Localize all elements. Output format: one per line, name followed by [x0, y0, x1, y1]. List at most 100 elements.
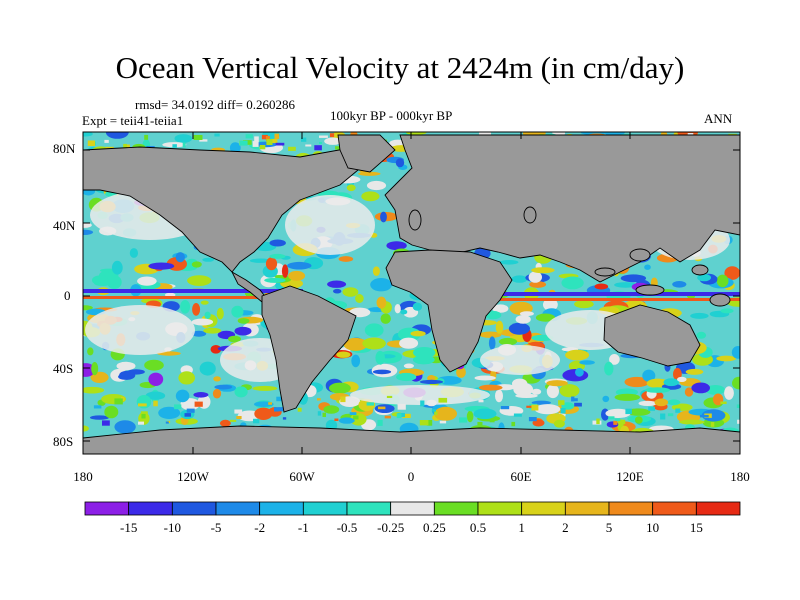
colorbar-swatch — [390, 501, 435, 516]
velocity-patch — [602, 395, 610, 403]
velocity-patch — [204, 311, 211, 319]
velocity-patch — [319, 141, 323, 144]
velocity-patch — [138, 421, 144, 425]
velocity-patch — [164, 292, 176, 298]
colorbar-label: -15 — [120, 520, 137, 535]
velocity-patch — [114, 398, 123, 405]
velocity-patch — [634, 416, 643, 424]
velocity-patch — [297, 407, 302, 412]
velocity-patch — [364, 323, 384, 338]
velocity-patch — [336, 351, 351, 358]
velocity-patch — [83, 425, 89, 432]
velocity-patch — [275, 142, 285, 146]
velocity-patch — [193, 392, 209, 398]
velocity-patch — [184, 413, 191, 417]
velocity-patch — [327, 280, 347, 288]
velocity-patch — [613, 420, 618, 425]
velocity-patch — [231, 305, 244, 318]
velocity-patch — [478, 384, 503, 391]
velocity-patch — [684, 387, 694, 397]
velocity-patch — [216, 307, 224, 320]
colorbar-label: -5 — [211, 520, 222, 535]
velocity-patch — [104, 139, 109, 143]
velocity-patch — [370, 278, 392, 292]
velocity-patch — [193, 135, 203, 140]
season-label: ANN — [704, 111, 733, 126]
land-island — [408, 209, 422, 231]
land-masses — [83, 134, 740, 454]
velocity-patch — [229, 419, 237, 422]
colorbar-swatch — [346, 501, 392, 516]
velocity-patch — [720, 308, 734, 314]
velocity-patch — [236, 416, 242, 419]
velocity-patch — [558, 400, 565, 405]
velocity-patch — [145, 391, 166, 400]
velocity-patch — [372, 369, 392, 375]
velocity-patch — [508, 322, 530, 335]
equatorial-band — [83, 296, 303, 299]
colorbar-label: -10 — [164, 520, 181, 535]
land-eurasia — [384, 134, 740, 283]
velocity-patch — [594, 283, 609, 290]
velocity-patch — [716, 274, 729, 288]
velocity-patch — [432, 409, 436, 412]
velocity-patch — [380, 313, 391, 324]
velocity-patch — [349, 412, 357, 415]
colorbar-swatch — [215, 501, 261, 516]
velocity-patch — [609, 354, 620, 365]
near-zero-region — [85, 305, 195, 355]
velocity-patch — [269, 239, 286, 247]
velocity-patch — [660, 413, 666, 420]
velocity-patch — [575, 367, 584, 377]
velocity-patch — [83, 229, 94, 235]
velocity-patch — [268, 402, 273, 405]
colorbar-label: -0.25 — [377, 520, 404, 535]
velocity-patch — [266, 139, 273, 145]
colorbar-labels: -15 -10 -5 -2 -1 -0.5 -0.25 0.25 0.5 1 2 5 10 15 — [120, 520, 703, 535]
velocity-patch — [281, 264, 289, 278]
velocity-patch — [667, 413, 674, 417]
velocity-patch — [691, 382, 710, 394]
velocity-patch — [679, 419, 705, 425]
velocity-patch — [572, 398, 578, 402]
velocity-patch — [731, 346, 740, 359]
velocity-patch — [477, 421, 483, 426]
velocity-patch — [276, 396, 283, 402]
velocity-patch — [396, 413, 402, 419]
velocity-patch — [410, 330, 426, 337]
velocity-patch — [677, 376, 687, 382]
velocity-patch — [413, 347, 436, 359]
land-africa — [385, 249, 513, 373]
velocity-patch — [701, 409, 726, 422]
velocity-patch — [203, 327, 222, 334]
velocity-patch — [254, 136, 259, 142]
velocity-patch — [565, 349, 590, 361]
velocity-patch — [419, 420, 429, 426]
velocity-patch — [323, 405, 340, 414]
velocity-patch — [93, 405, 102, 409]
velocity-patch — [174, 134, 193, 143]
land-greenland — [337, 134, 396, 173]
velocity-patch — [498, 337, 518, 346]
velocity-patch — [531, 404, 539, 411]
velocity-patch — [559, 384, 580, 398]
colorbar-label: 10 — [646, 520, 659, 535]
velocity-patch — [495, 389, 503, 403]
velocity-patch — [553, 419, 565, 428]
colorbar-swatch — [695, 501, 741, 516]
map-ticks — [82, 132, 741, 454]
land-south-america — [261, 285, 357, 413]
velocity-patch — [511, 421, 516, 427]
velocity-patch — [265, 136, 270, 142]
land-island — [523, 206, 537, 224]
land-north-america — [83, 146, 371, 273]
velocity-patch — [329, 382, 351, 394]
velocity-patch — [191, 318, 214, 326]
velocity-patch — [129, 248, 138, 258]
velocity-patch — [625, 408, 632, 415]
velocity-patch — [377, 419, 383, 426]
velocity-patch — [338, 256, 354, 262]
colorbar-swatch — [259, 501, 304, 516]
velocity-patch — [663, 378, 680, 387]
velocity-patch — [172, 144, 177, 148]
